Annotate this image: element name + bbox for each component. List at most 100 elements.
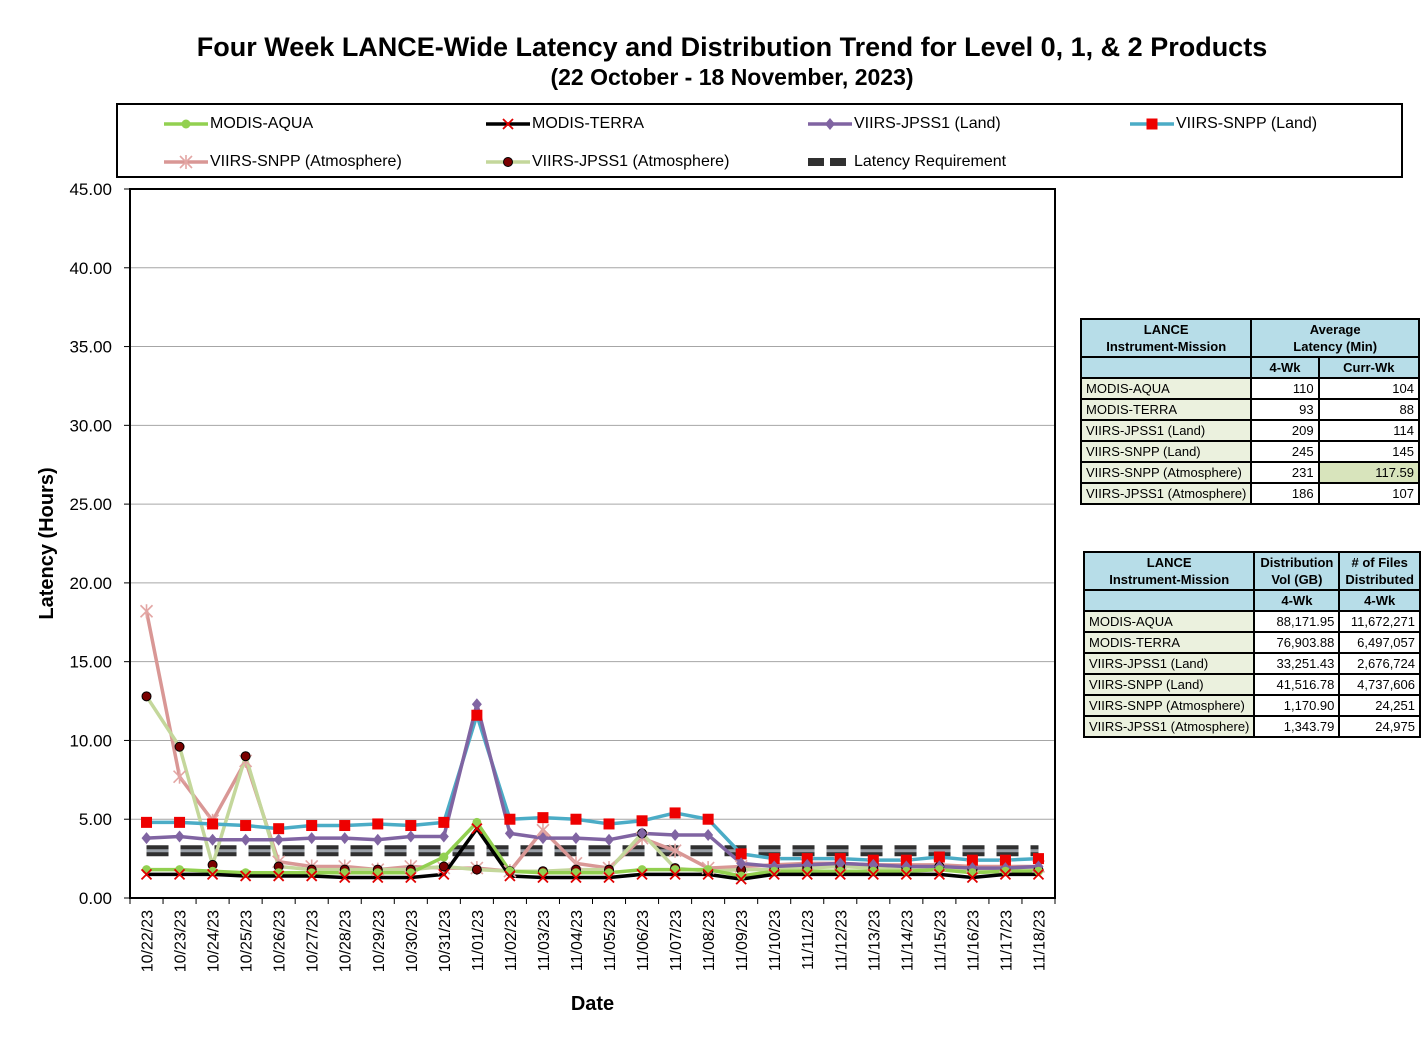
data-point-viirs-jpss1-land — [207, 833, 218, 846]
data-point-modis-aqua — [637, 865, 647, 875]
data-point-modis-terra — [239, 870, 252, 882]
data-point-viirs-jpss1-land — [703, 828, 714, 841]
x-tick-label: 10/26/23 — [272, 910, 289, 972]
data-point-modis-terra — [173, 868, 186, 881]
data-point-modis-terra — [372, 871, 384, 884]
legend-label: VIIRS-SNPP (Atmosphere) — [210, 153, 402, 170]
data-point-modis-terra — [1032, 868, 1045, 881]
y-tick-label: 5.00 — [79, 810, 112, 829]
distribution-col-volume: Distribution Vol (GB) — [1253, 551, 1341, 591]
data-point-modis-terra — [636, 868, 648, 881]
distribution-files-value: 11,672,271 — [1338, 610, 1421, 633]
data-point-viirs-snpp-land — [702, 813, 714, 825]
latency-col-mission: LANCE Instrument-Mission — [1079, 318, 1253, 358]
latency-sub-4wk: 4-Wk — [1250, 356, 1320, 379]
distribution-sub-files-4wk: 4-Wk — [1338, 589, 1421, 612]
y-tick-label: 25.00 — [69, 495, 112, 514]
data-point-viirs-jpss1-land — [141, 832, 152, 845]
x-tick-label: 11/12/23 — [833, 910, 850, 971]
y-tick-label: 30.00 — [69, 416, 112, 435]
data-point-viirs-jpss1-land — [736, 857, 747, 870]
x-tick-label: 10/31/23 — [437, 910, 454, 972]
y-tick-label: 35.00 — [69, 338, 112, 357]
data-point-modis-terra — [867, 868, 879, 881]
chart-subtitle: (22 October - 18 November, 2023) — [550, 64, 914, 90]
latency-row: MODIS-AQUA 110 104 — [1079, 377, 1421, 400]
distribution-row: VIIRS-SNPP (Land) 41,516.78 4,737,606 — [1082, 673, 1421, 696]
distribution-col-mission: LANCE Instrument-Mission — [1082, 551, 1256, 591]
data-point-modis-terra — [570, 871, 582, 884]
distribution-files-value: 24,251 — [1338, 694, 1421, 717]
x-tick-label: 11/03/23 — [536, 910, 553, 971]
data-point-modis-aqua — [571, 868, 581, 878]
data-point-modis-aqua — [439, 852, 449, 862]
x-tick-label: 11/13/23 — [866, 910, 883, 971]
latency-4wk-value: 186 — [1250, 482, 1320, 505]
x-tick-label: 10/29/23 — [371, 910, 388, 972]
x-tick-label: 11/02/23 — [503, 910, 520, 971]
latency-currwk-value: 88 — [1317, 398, 1421, 421]
data-point-viirs-snpp-land — [273, 823, 285, 835]
data-point-viirs-snpp-land — [339, 820, 351, 832]
data-point-viirs-jpss1-atmosphere — [438, 861, 449, 872]
distribution-files-value: 4,737,606 — [1338, 673, 1421, 696]
data-point-viirs-jpss1-land — [339, 832, 350, 845]
latency-row: MODIS-TERRA 93 88 — [1079, 398, 1421, 421]
data-point-modis-aqua — [340, 868, 350, 878]
legend-swatch — [164, 155, 208, 169]
data-point-viirs-jpss1-atmosphere — [240, 751, 251, 762]
distribution-mission-name: VIIRS-JPSS1 (Atmosphere) — [1082, 715, 1256, 738]
data-point-viirs-jpss1-land — [240, 833, 251, 846]
data-point-modis-terra — [339, 871, 351, 884]
latency-row: VIIRS-JPSS1 (Atmosphere) 186 107 — [1079, 482, 1421, 505]
data-point-viirs-snpp-land — [933, 851, 945, 863]
data-point-viirs-snpp-land — [999, 854, 1011, 866]
data-point-modis-terra — [504, 870, 516, 882]
data-point-viirs-snpp-land — [207, 818, 219, 830]
data-point-modis-aqua — [835, 866, 845, 876]
data-point-modis-terra — [537, 871, 549, 884]
latency-table: LANCE Instrument-Mission Average Latency (… — [1079, 318, 1421, 505]
series-line-viirs-snpp-land — [146, 713, 1039, 862]
data-point-viirs-jpss1-land — [174, 830, 185, 843]
legend-swatch — [808, 158, 852, 166]
legend-label: Latency Requirement — [854, 153, 1007, 170]
x-tick-label: 11/04/23 — [569, 910, 586, 971]
legend-label: VIIRS-JPSS1 (Atmosphere) — [532, 153, 730, 170]
data-point-modis-terra — [966, 871, 979, 884]
data-point-viirs-snpp-land — [141, 816, 153, 828]
data-point-viirs-jpss1-atmosphere — [141, 691, 152, 702]
distribution-volume-value: 1,170.90 — [1253, 694, 1341, 717]
data-point-modis-aqua — [142, 865, 152, 875]
data-point-viirs-snpp-atmosphere — [668, 843, 682, 858]
distribution-volume-value: 1,343.79 — [1253, 715, 1341, 738]
data-point-modis-aqua — [1000, 866, 1010, 876]
data-point-modis-aqua — [373, 868, 383, 878]
plot-area — [129, 188, 1056, 899]
x-tick-label: 11/10/23 — [767, 910, 784, 971]
distribution-table: LANCE Instrument-Mission Distribution Vol … — [1082, 551, 1421, 738]
distribution-mission-name: MODIS-AQUA — [1082, 610, 1256, 633]
latency-row: VIIRS-SNPP (Atmosphere) 231 117.59 — [1079, 461, 1421, 484]
distribution-mission-name: VIIRS-SNPP (Atmosphere) — [1082, 694, 1256, 717]
series-line-modis-aqua — [146, 820, 1039, 878]
distribution-files-value: 24,975 — [1338, 715, 1421, 738]
data-point-modis-aqua — [967, 868, 977, 878]
data-point-modis-terra — [702, 868, 714, 881]
latency-sub-currwk: Curr-Wk — [1317, 356, 1421, 379]
data-point-viirs-snpp-land — [735, 848, 747, 860]
latency-currwk-value: 104 — [1317, 377, 1421, 400]
x-tick-label: 11/18/23 — [1031, 910, 1048, 971]
data-point-modis-terra — [900, 868, 912, 881]
data-point-viirs-jpss1-land — [670, 828, 681, 841]
legend-marker — [502, 118, 514, 130]
legend-label: VIIRS-SNPP (Land) — [1176, 115, 1318, 132]
data-point-viirs-snpp-land — [900, 854, 912, 866]
legend-item-viirs-snpp-atmosphere: VIIRS-SNPP (Atmosphere) — [164, 152, 464, 172]
data-point-viirs-snpp-land — [801, 853, 813, 865]
data-point-viirs-snpp-land — [570, 813, 582, 825]
data-point-modis-terra — [735, 873, 747, 885]
distribution-row: VIIRS-JPSS1 (Land) 33,251.43 2,676,724 — [1082, 652, 1421, 675]
distribution-col-files: # of Files Distributed — [1338, 551, 1421, 591]
data-point-modis-aqua — [703, 865, 713, 875]
